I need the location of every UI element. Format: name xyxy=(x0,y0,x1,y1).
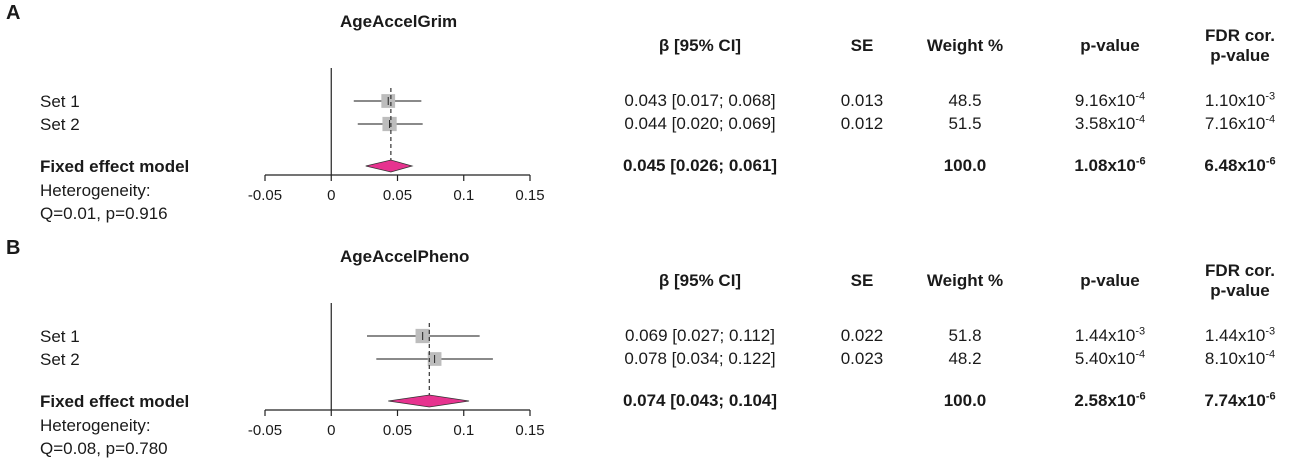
x-tick-label: -0.05 xyxy=(248,187,282,204)
row-pooled-pvalue: 2.58x10-6 xyxy=(1074,390,1146,410)
study-label: Set 1 xyxy=(40,92,80,111)
x-tick-label: 0.15 xyxy=(515,187,544,204)
x-tick-label: -0.05 xyxy=(248,422,282,439)
row-pooled-ci: 0.045 [0.026; 0.061] xyxy=(622,156,778,175)
heterogeneity-stats: Q=0.08, p=0.780 xyxy=(40,439,168,458)
forest-plot: -0.05 0 0.05 0.1 0.15 Set 1 Set 2 Fixed effect … xyxy=(40,303,545,458)
row-set1-fdr: 1.10x10-3 xyxy=(1204,90,1276,110)
col-header-pvalue: p-value xyxy=(1080,271,1140,290)
pooled-label: Fixed effect model xyxy=(40,157,189,176)
row-pooled-weight: 100.0 xyxy=(943,156,987,175)
row-set1-se: 0.013 xyxy=(840,91,884,110)
pooled-diamond xyxy=(388,394,470,408)
col-header-fdr-line2: p-value xyxy=(1210,281,1270,300)
panel-title: AgeAccelPheno xyxy=(340,247,470,266)
row-pooled-pvalue: 1.08x10-6 xyxy=(1074,155,1146,175)
col-header-fdr-line2: p-value xyxy=(1210,46,1270,65)
panel-letter: A xyxy=(6,2,21,24)
x-tick-label: 0.05 xyxy=(383,187,412,204)
row-set2-weight: 51.5 xyxy=(948,114,982,133)
row-set1-se: 0.022 xyxy=(840,326,884,345)
row-set2-ci: 0.078 [0.034; 0.122] xyxy=(624,349,776,368)
x-tick-label: 0.15 xyxy=(515,422,544,439)
row-set2-fdr: 8.10x10-4 xyxy=(1204,348,1276,368)
row-set2-weight: 48.2 xyxy=(948,349,982,368)
row-set2-se: 0.023 xyxy=(840,349,884,368)
col-header-ci: β [95% CI] xyxy=(658,271,742,290)
x-tick-label: 0 xyxy=(327,187,335,204)
col-header-fdr: FDR cor. p-value xyxy=(1180,26,1300,66)
row-set1-pvalue: 1.44x10-3 xyxy=(1074,325,1146,345)
x-tick-label: 0 xyxy=(327,422,335,439)
x-tick-label: 0.1 xyxy=(453,422,474,439)
row-set1-pvalue: 9.16x10-4 xyxy=(1074,90,1146,110)
pooled-diamond xyxy=(365,159,414,173)
row-set1-ci: 0.069 [0.027; 0.112] xyxy=(625,326,775,345)
study-label: Set 2 xyxy=(40,115,80,134)
col-header-weight: Weight % xyxy=(926,271,1004,290)
row-pooled-fdr: 7.74x10-6 xyxy=(1204,390,1276,410)
panel-title: AgeAccelGrim xyxy=(340,12,458,31)
heterogeneity-label: Heterogeneity: xyxy=(40,181,151,200)
heterogeneity-label: Heterogeneity: xyxy=(40,416,151,435)
col-header-se: SE xyxy=(850,36,874,55)
row-pooled-ci: 0.074 [0.043; 0.104] xyxy=(622,391,778,410)
forest-panel-b: B AgeAccelPheno -0.05 0 0.05 0.1 0.15 Set 1 Se… xyxy=(0,235,1308,470)
row-set2-pvalue: 3.58x10-4 xyxy=(1074,113,1146,133)
study-label: Set 1 xyxy=(40,327,80,346)
col-header-fdr-line1: FDR cor. xyxy=(1205,26,1275,45)
row-set2-ci: 0.044 [0.020; 0.069] xyxy=(624,114,776,133)
row-set1-weight: 48.5 xyxy=(948,91,982,110)
forest-plot: -0.05 0 0.05 0.1 0.15 Set 1 Set 2 Fixed effect … xyxy=(40,68,545,223)
row-set2-se: 0.012 xyxy=(840,114,884,133)
heterogeneity-stats: Q=0.01, p=0.916 xyxy=(40,204,168,223)
x-tick-label: 0.05 xyxy=(383,422,412,439)
col-header-ci: β [95% CI] xyxy=(658,36,742,55)
row-set1-fdr: 1.44x10-3 xyxy=(1204,325,1276,345)
col-header-weight: Weight % xyxy=(926,36,1004,55)
col-header-pvalue: p-value xyxy=(1080,36,1140,55)
col-header-fdr: FDR cor. p-value xyxy=(1180,261,1300,301)
row-set2-fdr: 7.16x10-4 xyxy=(1204,113,1276,133)
panel-letter: B xyxy=(6,237,21,259)
row-set1-weight: 51.8 xyxy=(948,326,982,345)
col-header-se: SE xyxy=(850,271,874,290)
forest-panel-a: A AgeAccelGrim -0.05 0 0.05 0.1 0.15 Set 1 Set… xyxy=(6,2,1300,223)
row-set2-pvalue: 5.40x10-4 xyxy=(1074,348,1146,368)
row-set1-ci: 0.043 [0.017; 0.068] xyxy=(624,91,776,110)
row-pooled-weight: 100.0 xyxy=(943,391,987,410)
study-label: Set 2 xyxy=(40,350,80,369)
x-tick-label: 0.1 xyxy=(453,187,474,204)
col-header-fdr-line1: FDR cor. xyxy=(1205,261,1275,280)
row-pooled-fdr: 6.48x10-6 xyxy=(1204,155,1276,175)
pooled-label: Fixed effect model xyxy=(40,392,189,411)
